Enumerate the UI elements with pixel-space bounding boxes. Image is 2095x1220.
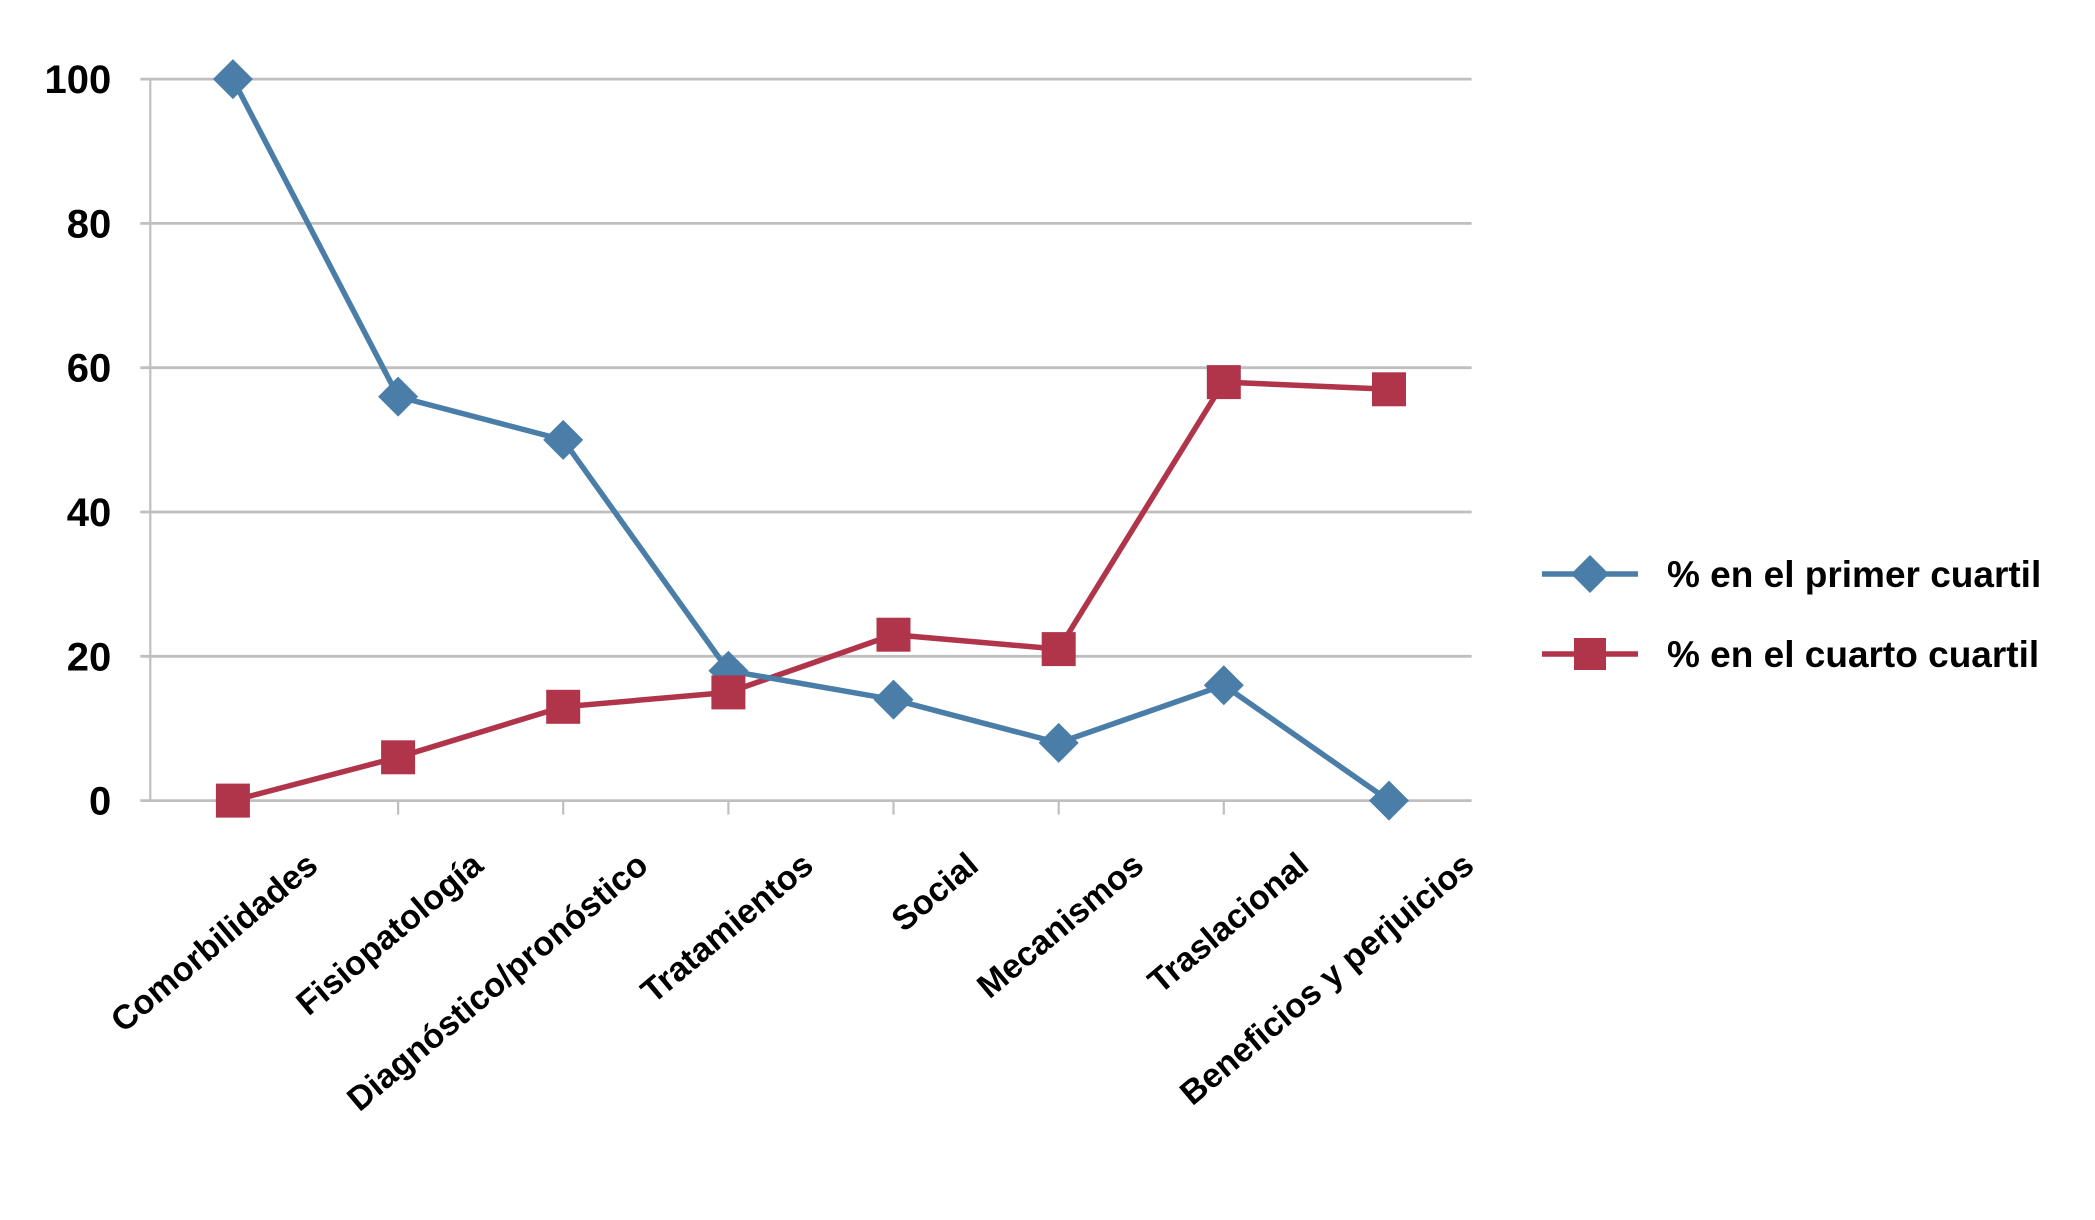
svg-text:Traslacional: Traslacional bbox=[1141, 846, 1316, 1001]
svg-text:Comorbilidades: Comorbilidades bbox=[104, 846, 325, 1040]
svg-text:Social: Social bbox=[884, 846, 985, 939]
svg-text:40: 40 bbox=[67, 491, 112, 535]
svg-text:% en el primer cuartil: % en el primer cuartil bbox=[1667, 554, 2041, 595]
svg-text:60: 60 bbox=[67, 347, 112, 391]
svg-text:Tratamientos: Tratamientos bbox=[634, 846, 821, 1011]
svg-text:Mecanismos: Mecanismos bbox=[970, 846, 1151, 1006]
svg-text:100: 100 bbox=[45, 58, 112, 102]
svg-text:80: 80 bbox=[67, 202, 112, 246]
svg-text:0: 0 bbox=[89, 780, 111, 824]
svg-text:20: 20 bbox=[67, 635, 112, 679]
svg-text:Beneficios y perjuicios: Beneficios y perjuicios bbox=[1173, 846, 1481, 1113]
svg-text:Diagnóstico/pronóstico: Diagnóstico/pronóstico bbox=[340, 846, 655, 1119]
svg-text:% en el cuarto cuartil: % en el cuarto cuartil bbox=[1667, 634, 2039, 675]
